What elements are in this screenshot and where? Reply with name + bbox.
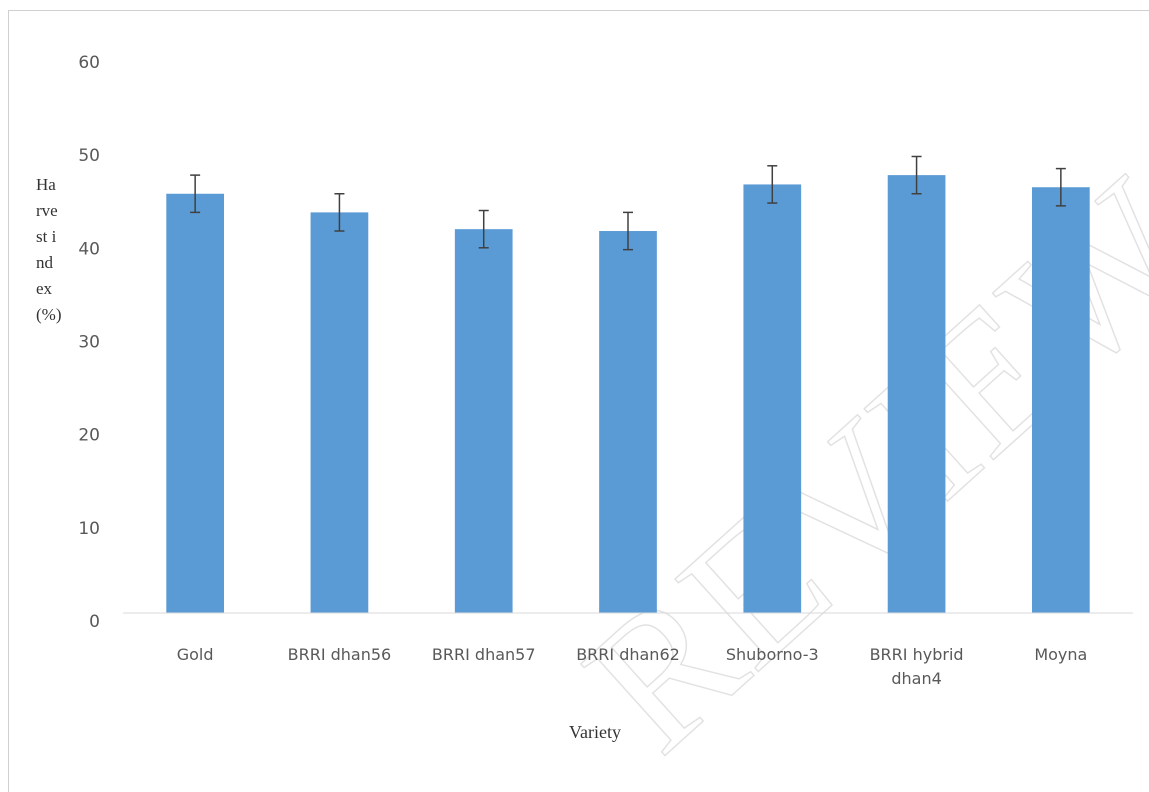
y-tick-label: 20 [78, 426, 100, 446]
x-tick-label: Shuborno-3 [725, 645, 819, 664]
bar [743, 184, 802, 613]
x-tick-label: BRRI dhan57 [431, 645, 536, 664]
x-tick-label: Moyna [1034, 645, 1088, 664]
error-bar [478, 209, 489, 249]
y-tick-label: 50 [78, 146, 100, 166]
bar [454, 229, 513, 614]
y-tick-label: 40 [78, 239, 100, 259]
x-tick-label: BRRI dhan62 [576, 645, 680, 664]
y-tick-label: 30 [78, 333, 100, 353]
error-bar [623, 211, 633, 251]
error-bar [767, 165, 778, 204]
bar [310, 212, 369, 613]
chart-border [8, 10, 1149, 792]
bar [887, 175, 946, 613]
bar [599, 231, 657, 613]
x-axis-label: Variety [569, 722, 621, 742]
x-tick-label: Gold [176, 645, 214, 664]
y-tick-label: 60 [78, 53, 100, 73]
y-tick-label: 10 [78, 519, 100, 539]
error-bar [334, 193, 345, 232]
x-tick-label: BRRI hybrid dhan4 [869, 645, 964, 688]
error-bar [190, 174, 201, 214]
x-tick-label: BRRI dhan56 [287, 645, 392, 664]
error-bar [911, 155, 922, 195]
error-bar [1055, 167, 1066, 207]
y-tick-label: 0 [89, 612, 100, 632]
bar [1032, 187, 1090, 613]
y-axis-label: Harvest index (%) [36, 175, 62, 324]
bar [166, 193, 224, 613]
